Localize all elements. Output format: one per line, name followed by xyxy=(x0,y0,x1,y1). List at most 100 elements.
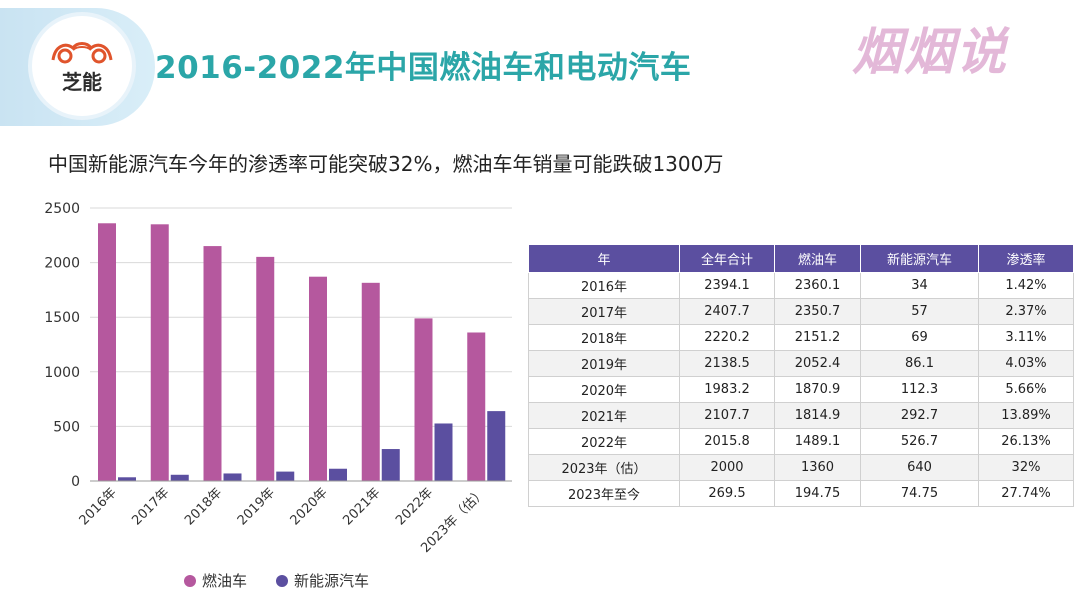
table-cell: 69 xyxy=(860,324,979,351)
bar-chart: 0 500 1000 1500 2000 2500 2016年 2017年 2018年 2019年… xyxy=(44,201,512,590)
table-cell: 2350.7 xyxy=(774,298,861,325)
table-cell: 2107.7 xyxy=(679,402,775,429)
page-title: 2016-2022年中国燃油车和电动汽车 xyxy=(155,50,692,86)
y-tick-label: 2000 xyxy=(44,256,80,272)
table-cell: 2138.5 xyxy=(679,350,775,377)
legend-label-fuel: 燃油车 xyxy=(202,572,247,590)
table-cell: 57 xyxy=(860,298,979,325)
y-tick-label: 1500 xyxy=(44,310,80,326)
table-cell: 2023年（估） xyxy=(528,454,680,481)
table-row: 2020年 1983.2 1870.9 112.3 5.66% xyxy=(528,376,1074,403)
data-table: 年全年合计 燃油车 新能源汽车 渗透率 2016年 2394.1 2360.1 34 1.42… xyxy=(528,244,1074,507)
table-cell: 526.7 xyxy=(860,428,979,455)
table-row: 2016年 2394.1 2360.1 34 1.42% xyxy=(528,272,1074,299)
bar-ev xyxy=(487,411,506,481)
car-logo-icon xyxy=(51,41,113,63)
table-cell: 2018年 xyxy=(528,324,680,351)
table-cell: 13.89% xyxy=(978,402,1074,429)
table-header-row: 年全年合计 燃油车 新能源汽车 渗透率 xyxy=(528,244,1074,273)
table-cell: 74.75 xyxy=(860,480,979,507)
x-tick-label: 2021年 xyxy=(340,485,383,528)
bar-fuel xyxy=(361,282,380,481)
table-cell: 5.66% xyxy=(978,376,1074,403)
bar-ev xyxy=(434,423,453,481)
table-cell: 2.37% xyxy=(978,298,1074,325)
table-header-cell: 年 xyxy=(528,244,680,273)
table-row: 2018年 2220.2 2151.2 69 3.11% xyxy=(528,324,1074,351)
bar-fuel xyxy=(98,223,116,481)
bar-ev xyxy=(276,471,295,481)
table-cell: 2000 xyxy=(679,454,775,481)
bar-fuel xyxy=(203,246,222,481)
data-table-wrap: 年全年合计 燃油车 新能源汽车 渗透率 2016年 2394.1 2360.1 34 1.42… xyxy=(528,244,1074,507)
table-cell: 34 xyxy=(860,272,979,299)
table-cell: 1983.2 xyxy=(679,376,775,403)
table-cell: 26.13% xyxy=(978,428,1074,455)
logo-text: 芝能 xyxy=(62,69,102,94)
table-cell: 3.11% xyxy=(978,324,1074,351)
bar-fuel xyxy=(467,332,486,481)
table-cell: 2015.8 xyxy=(679,428,775,455)
table-cell: 269.5 xyxy=(679,480,775,507)
table-cell: 2360.1 xyxy=(774,272,861,299)
y-tick-label: 0 xyxy=(71,474,80,490)
table-cell: 194.75 xyxy=(774,480,861,507)
table-row: 2017年 2407.7 2350.7 57 2.37% xyxy=(528,298,1074,325)
table-row: 2019年 2138.5 2052.4 86.1 4.03% xyxy=(528,350,1074,377)
table-cell: 112.3 xyxy=(860,376,979,403)
bar-fuel xyxy=(414,318,433,481)
table-cell: 2407.7 xyxy=(679,298,775,325)
bar-ev xyxy=(381,449,400,481)
x-tick-label: 2016年 xyxy=(77,485,120,528)
table-cell: 2220.2 xyxy=(679,324,775,351)
x-tick-label: 2018年 xyxy=(182,485,225,528)
bar-ev xyxy=(170,474,189,481)
table-row: 2023年（估） 2000 1360 640 32% xyxy=(528,454,1074,481)
table-row: 2023年至今 269.5 194.75 74.75 27.74% xyxy=(528,480,1074,507)
legend-marker-fuel xyxy=(184,575,196,587)
legend-marker-ev xyxy=(276,575,288,587)
y-tick-label: 1000 xyxy=(44,365,80,381)
table-cell: 2151.2 xyxy=(774,324,861,351)
table-header-cell: 燃油车 xyxy=(774,244,861,273)
table-cell: 1870.9 xyxy=(774,376,861,403)
table-cell: 1.42% xyxy=(978,272,1074,299)
table-header-cell: 新能源汽车 xyxy=(860,244,979,273)
bar-fuel xyxy=(256,256,275,481)
bar-ev xyxy=(329,468,347,481)
table-header-cell: 渗透率 xyxy=(978,244,1074,273)
bar-fuel xyxy=(150,224,169,481)
watermark: 烟烟说 xyxy=(852,23,1008,81)
logo: 芝能 xyxy=(32,16,132,116)
y-tick-label: 2500 xyxy=(44,201,80,217)
bar-ev xyxy=(118,477,136,481)
table-cell: 2022年 xyxy=(528,428,680,455)
page-subtitle: 中国新能源汽车今年的渗透率可能突破32%，燃油车年销量可能跌破1300万 xyxy=(48,152,724,176)
table-cell: 27.74% xyxy=(978,480,1074,507)
table-cell: 32% xyxy=(978,454,1074,481)
table-cell: 2016年 xyxy=(528,272,680,299)
x-tick-label: 2017年 xyxy=(129,485,172,528)
bar-ev xyxy=(223,473,242,481)
table-cell: 2021年 xyxy=(528,402,680,429)
table-cell: 86.1 xyxy=(860,350,979,377)
legend-label-ev: 新能源汽车 xyxy=(294,572,369,590)
table-cell: 2023年至今 xyxy=(528,480,680,507)
table-row: 2021年 2107.7 1814.9 292.7 13.89% xyxy=(528,402,1074,429)
bar-fuel xyxy=(309,276,327,481)
table-cell: 2019年 xyxy=(528,350,680,377)
table-cell: 1814.9 xyxy=(774,402,861,429)
table-body: 2016年 2394.1 2360.1 34 1.42% 2017年 2407.7 2350.… xyxy=(528,272,1074,507)
x-tick-label: 2022年 xyxy=(393,485,436,528)
x-tick-label: 2019年 xyxy=(235,485,278,528)
table-header-cell: 全年合计 xyxy=(679,244,775,273)
y-tick-label: 500 xyxy=(53,419,80,435)
table-cell: 2052.4 xyxy=(774,350,861,377)
table-cell: 2020年 xyxy=(528,376,680,403)
table-cell: 4.03% xyxy=(978,350,1074,377)
table-cell: 2017年 xyxy=(528,298,680,325)
table-cell: 292.7 xyxy=(860,402,979,429)
table-cell: 640 xyxy=(860,454,979,481)
table-cell: 1360 xyxy=(774,454,861,481)
table-cell: 2394.1 xyxy=(679,272,775,299)
